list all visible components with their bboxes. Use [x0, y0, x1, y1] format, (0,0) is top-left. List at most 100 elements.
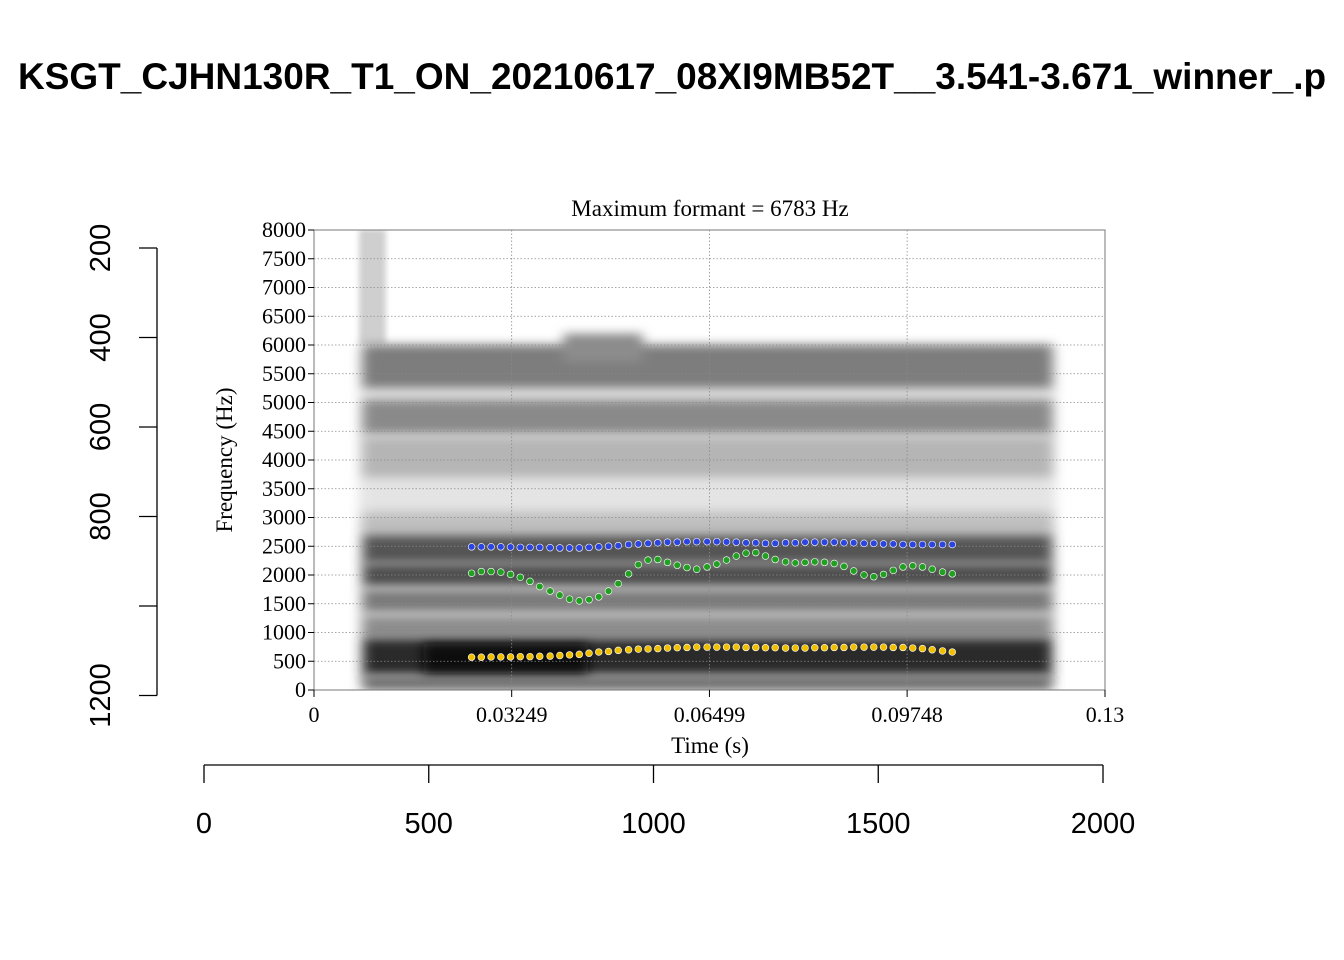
- formant-point: [644, 645, 652, 653]
- formant-point: [771, 644, 779, 652]
- formant-point: [556, 591, 564, 599]
- formant-point: [654, 555, 662, 564]
- formant-point: [497, 543, 505, 551]
- formant-point: [928, 565, 936, 573]
- y-tick-label: 1500: [262, 591, 306, 616]
- outer-x-tick-label: 1500: [846, 808, 911, 840]
- formant-point: [761, 552, 770, 560]
- formant-point: [771, 539, 779, 548]
- formant-point: [909, 644, 917, 652]
- formant-point: [614, 541, 622, 550]
- x-tick-label: 0.06499: [674, 702, 746, 727]
- formant-point: [624, 570, 633, 578]
- formant-point: [771, 555, 779, 564]
- formant-point: [516, 573, 524, 581]
- y-tick-label: 4500: [262, 418, 306, 443]
- x-axis: 0 0.03249 0.06499 0.09748 0.13: [309, 690, 1125, 727]
- formant-point: [781, 644, 790, 652]
- chart-title: Maximum formant = 6783 Hz: [571, 196, 848, 221]
- formant-point: [742, 643, 750, 652]
- formant-point: [526, 577, 534, 586]
- formant-point: [752, 643, 760, 652]
- outer-x-tick-label: 1000: [621, 808, 686, 840]
- formant-point: [663, 538, 672, 546]
- formant-point: [830, 538, 838, 546]
- formant-point: [850, 567, 858, 575]
- formant-point: [889, 566, 897, 575]
- formant-point: [683, 563, 691, 572]
- y-tick-label: 5500: [262, 361, 306, 386]
- y-tick-label: 5000: [262, 390, 306, 415]
- formant-point: [556, 651, 564, 660]
- formant-point: [683, 537, 691, 546]
- x-axis-label: Time (s): [671, 733, 749, 758]
- formant-point: [830, 559, 838, 568]
- formant-point: [673, 538, 681, 546]
- formant-point: [683, 643, 691, 652]
- formant-point: [909, 540, 917, 549]
- formant-point: [791, 644, 799, 652]
- formant-point: [506, 570, 515, 579]
- formant-point: [732, 552, 740, 560]
- y-tick-label: 0: [295, 677, 306, 702]
- y-tick-label: 6000: [262, 332, 306, 357]
- formant-point: [624, 540, 633, 549]
- formant-point: [713, 643, 721, 651]
- formant-point: [536, 652, 544, 661]
- outer-y-tick-label: 800: [85, 492, 117, 540]
- page-title: KSGT_CJHN130R_T1_ON_20210617_08XI9MB52T_…: [18, 56, 1327, 97]
- formant-point: [713, 560, 721, 568]
- outer-y-axis: 200 400 600 800 1200: [85, 224, 158, 728]
- formant-point: [497, 568, 505, 576]
- formant-point: [644, 539, 652, 548]
- formant-point: [811, 558, 819, 566]
- x-tick-label: 0.13: [1086, 702, 1125, 727]
- formant-point: [516, 652, 524, 661]
- formant-point: [840, 562, 848, 571]
- formant-point: [899, 540, 907, 549]
- formant-point: [526, 543, 534, 552]
- formant-point: [467, 543, 476, 551]
- formant-point: [879, 570, 888, 579]
- formant-point: [820, 558, 829, 567]
- formant-point: [918, 563, 927, 571]
- formant-point: [899, 563, 907, 571]
- y-tick-label: 2500: [262, 533, 306, 558]
- formant-point: [663, 558, 672, 567]
- y-tick-label: 4000: [262, 447, 306, 472]
- formant-point: [595, 593, 603, 601]
- formant-point: [487, 653, 495, 661]
- formant-point: [761, 644, 770, 652]
- plot-grid: [314, 230, 1105, 690]
- formant-point: [663, 644, 672, 652]
- formant-point: [565, 651, 574, 659]
- formant-point: [928, 646, 936, 654]
- formant-point: [556, 544, 564, 552]
- formant-point: [595, 648, 603, 656]
- formant-point: [467, 653, 476, 661]
- formant-point: [546, 543, 554, 552]
- y-tick-label: 2000: [262, 562, 306, 587]
- formant-point: [938, 540, 947, 549]
- formant-point: [585, 543, 593, 552]
- formant-point: [536, 543, 544, 552]
- formant-point: [703, 563, 711, 571]
- formant-point: [791, 539, 799, 547]
- y-tick-label: 1000: [262, 620, 306, 645]
- formant-point: [801, 538, 809, 546]
- formant-point: [722, 643, 731, 651]
- outer-x-tick-label: 0: [196, 808, 212, 840]
- formant-point: [585, 596, 593, 604]
- formant-point: [811, 538, 819, 546]
- formant-point: [624, 646, 633, 654]
- formant-point: [546, 587, 554, 595]
- formant-points: [467, 537, 956, 661]
- formant-point: [713, 537, 721, 546]
- formant-point: [634, 540, 643, 548]
- formant-point: [536, 582, 544, 591]
- outer-y-tick-label: 200: [85, 224, 117, 272]
- formant-point: [634, 560, 643, 569]
- y-tick-label: 3500: [262, 476, 306, 501]
- y-axis: 0 500 1000 1500 2000 2500 3000 3500 4000 4500 5000…: [262, 217, 314, 702]
- formant-point: [752, 548, 760, 557]
